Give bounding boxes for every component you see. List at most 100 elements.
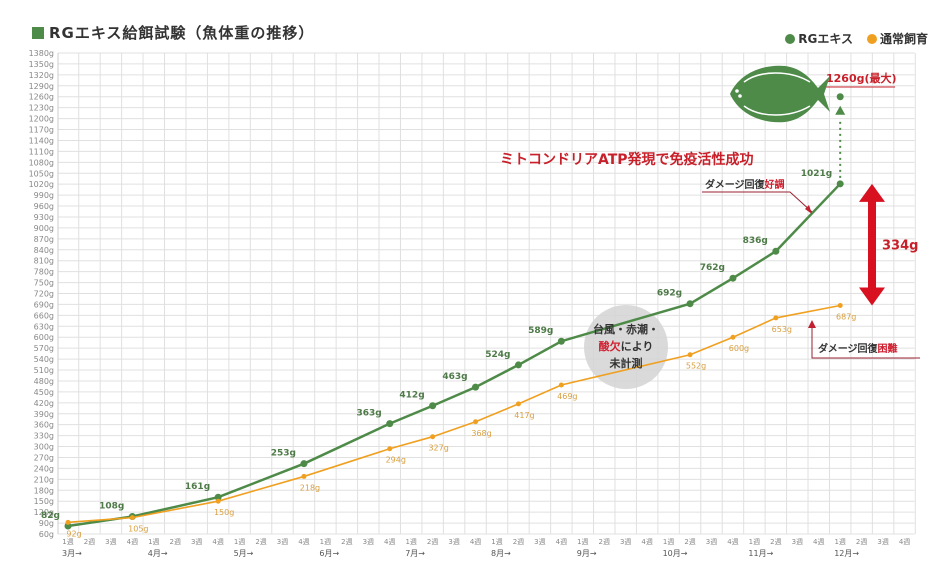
- data-label: 1021g: [801, 169, 833, 179]
- data-point: [472, 383, 480, 391]
- data-label: 469g: [557, 392, 577, 401]
- data-label: 762g: [700, 263, 725, 273]
- data-label: 294g: [386, 456, 406, 465]
- y-tick-label: 810g: [34, 257, 54, 266]
- y-tick-label: 420g: [34, 399, 54, 408]
- x-tick-label: 2週: [856, 537, 867, 546]
- x-tick-label: 3週: [363, 537, 374, 546]
- diff-arrow-shaft: [868, 197, 876, 292]
- data-point: [515, 401, 521, 407]
- y-tick-label: 1110g: [29, 147, 54, 156]
- x-month-label: 6月→: [319, 549, 339, 558]
- x-month-label: 7月→: [405, 549, 425, 558]
- y-tick-label: 540g: [34, 355, 54, 364]
- data-point: [514, 361, 522, 369]
- circle-text: 未計測: [609, 356, 643, 370]
- y-tick-label: 1380g: [29, 49, 54, 58]
- data-label: 600g: [729, 344, 749, 353]
- y-tick-label: 1290g: [29, 82, 54, 91]
- data-label: 150g: [214, 508, 234, 517]
- x-tick-label: 2週: [170, 537, 181, 546]
- data-label: 412g: [399, 391, 424, 401]
- x-tick-label: 1週: [234, 537, 245, 546]
- x-tick-label: 4週: [556, 537, 567, 546]
- max-point: [836, 93, 844, 101]
- data-point: [772, 247, 780, 255]
- x-tick-label: 2週: [599, 537, 610, 546]
- y-tick-label: 1350g: [29, 60, 54, 69]
- diff-arrow-down-icon: [859, 287, 885, 306]
- y-tick-label: 240g: [34, 464, 54, 473]
- rg-series-line: [67, 182, 842, 528]
- data-point: [430, 434, 436, 440]
- y-tick-label: 120g: [34, 508, 54, 517]
- x-tick-label: 1週: [749, 537, 760, 546]
- y-tick-label: 780g: [34, 268, 54, 277]
- x-tick-label: 2週: [255, 537, 266, 546]
- x-tick-label: 1週: [405, 537, 416, 546]
- data-label: 692g: [657, 289, 682, 299]
- x-tick-label: 3週: [448, 537, 459, 546]
- x-tick-label: 4週: [212, 537, 223, 546]
- bad-recovery-pointer: [811, 325, 920, 359]
- data-point: [215, 498, 221, 504]
- circle-text: 酸欠により: [599, 339, 654, 353]
- y-tick-label: 1140g: [29, 136, 54, 145]
- x-tick-label: 3週: [534, 537, 545, 546]
- x-month-label: 8月→: [491, 549, 511, 558]
- y-tick-label: 570g: [34, 344, 54, 353]
- data-point: [301, 473, 307, 479]
- y-tick-label: 480g: [34, 377, 54, 386]
- legend-label: RGエキス: [798, 32, 853, 46]
- diff-arrow-up-icon: [859, 183, 885, 202]
- x-tick-label: 2週: [770, 537, 781, 546]
- x-tick-label: 4週: [127, 537, 138, 546]
- y-tick-label: 1020g: [29, 180, 54, 189]
- y-tick-label: 930g: [34, 213, 54, 222]
- data-label: 653g: [772, 325, 792, 334]
- x-month-label: 11月→: [748, 549, 773, 558]
- y-tick-label: 150g: [34, 497, 54, 506]
- y-tick-label: 690g: [34, 300, 54, 309]
- data-label: 417g: [514, 411, 534, 420]
- title-square-icon: [32, 26, 44, 39]
- x-tick-label: 4週: [384, 537, 395, 546]
- legend-dot-icon: [785, 34, 796, 44]
- x-tick-label: 4週: [899, 537, 910, 546]
- data-label: 105g: [128, 525, 148, 534]
- x-month-label: 10月→: [663, 549, 688, 558]
- data-label: 524g: [485, 350, 510, 360]
- x-tick-label: 1週: [62, 537, 73, 546]
- data-label: 589g: [528, 326, 553, 336]
- data-label: 218g: [300, 483, 320, 492]
- data-point: [557, 337, 565, 345]
- y-tick-label: 1230g: [29, 104, 54, 113]
- y-tick-label: 1260g: [29, 93, 54, 102]
- y-tick-label: 600g: [34, 333, 54, 342]
- data-label: 108g: [99, 502, 124, 512]
- x-tick-label: 2週: [427, 537, 438, 546]
- data-label: 253g: [271, 449, 296, 459]
- legend: RGエキス 通常飼育: [785, 30, 928, 47]
- data-point: [730, 334, 736, 340]
- y-tick-label: 390g: [34, 410, 54, 419]
- y-tick-label: 990g: [34, 191, 54, 200]
- y-tick-label: 870g: [34, 235, 54, 244]
- circle-text: 台風・赤潮・: [593, 322, 659, 336]
- data-point: [558, 382, 564, 388]
- x-tick-label: 1週: [577, 537, 588, 546]
- y-tick-label: 750g: [34, 279, 54, 288]
- x-tick-label: 2週: [684, 537, 695, 546]
- y-tick-label: 900g: [34, 224, 54, 233]
- y-tick-label: 510g: [34, 366, 54, 375]
- legend-item-normal: 通常飼育: [866, 30, 928, 47]
- x-tick-label: 1週: [320, 537, 331, 546]
- data-point: [836, 180, 844, 188]
- data-point: [773, 315, 779, 321]
- data-point: [473, 419, 479, 425]
- y-tick-label: 1050g: [29, 169, 54, 178]
- x-tick-label: 4週: [298, 537, 309, 546]
- legend-dot-icon: [866, 34, 877, 44]
- data-label: 687g: [836, 313, 856, 322]
